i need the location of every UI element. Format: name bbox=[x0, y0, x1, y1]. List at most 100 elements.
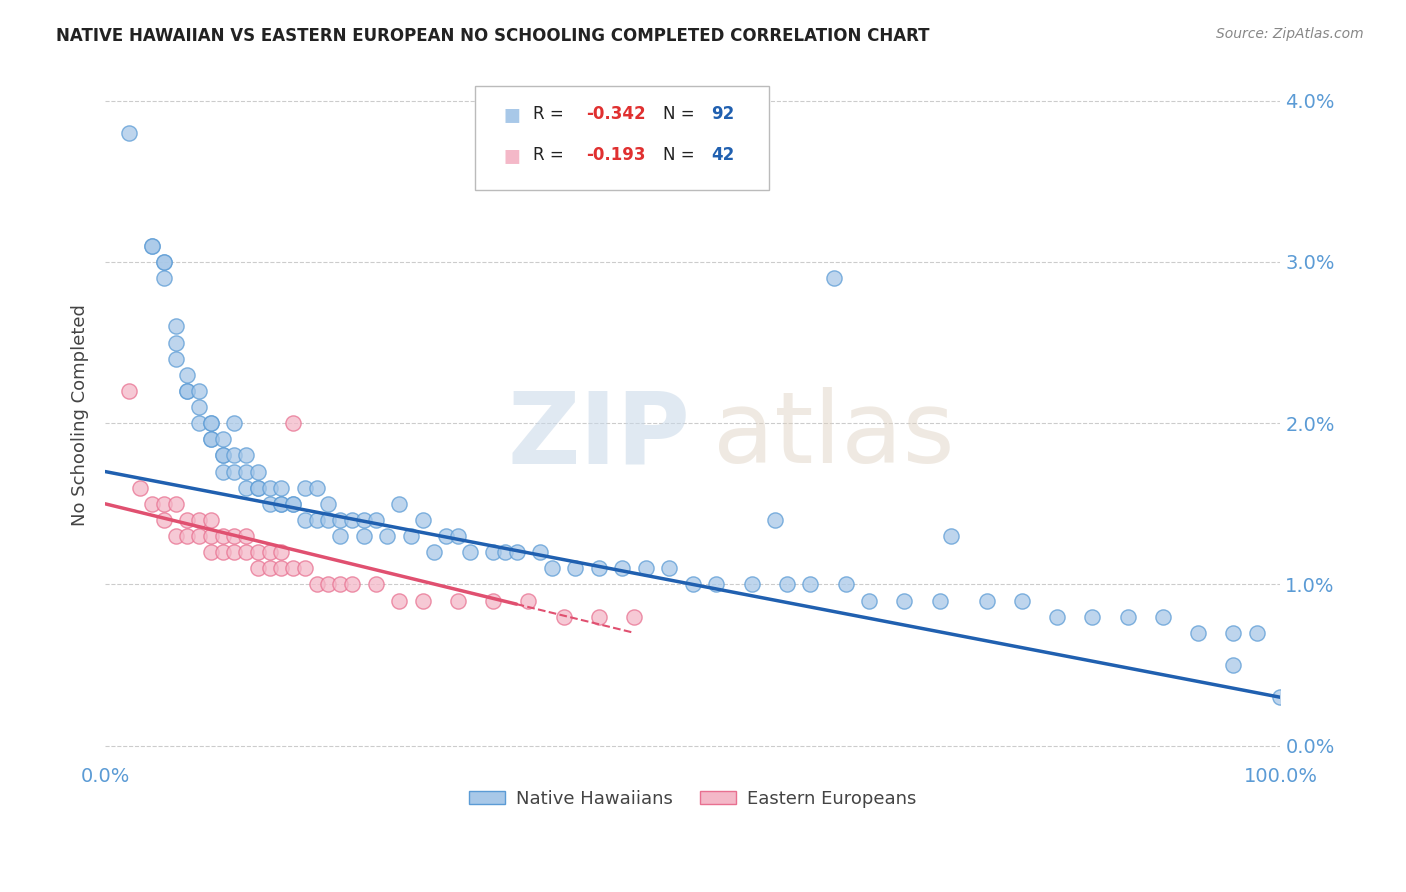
Text: 42: 42 bbox=[711, 146, 735, 164]
Point bbox=[283, 497, 305, 511]
Point bbox=[834, 577, 856, 591]
Text: 92: 92 bbox=[711, 104, 735, 122]
Point bbox=[283, 497, 305, 511]
Point bbox=[270, 481, 292, 495]
Text: N =: N = bbox=[664, 104, 700, 122]
Point bbox=[259, 497, 281, 511]
Point bbox=[434, 529, 457, 543]
Point bbox=[799, 577, 821, 591]
Point bbox=[188, 416, 211, 430]
Legend: Native Hawaiians, Eastern Europeans: Native Hawaiians, Eastern Europeans bbox=[463, 782, 924, 815]
Point bbox=[176, 368, 198, 382]
Point bbox=[823, 271, 845, 285]
Point bbox=[270, 497, 292, 511]
Point bbox=[658, 561, 681, 575]
Point bbox=[412, 513, 434, 527]
Point bbox=[176, 513, 198, 527]
Point bbox=[141, 239, 163, 253]
Point bbox=[200, 433, 222, 447]
Point bbox=[165, 497, 187, 511]
Point bbox=[540, 561, 562, 575]
Point bbox=[129, 481, 152, 495]
Text: ZIP: ZIP bbox=[508, 387, 690, 484]
Point bbox=[529, 545, 551, 559]
Text: -0.342: -0.342 bbox=[586, 104, 645, 122]
Point bbox=[224, 465, 246, 479]
Point bbox=[858, 593, 880, 607]
Point bbox=[246, 481, 269, 495]
FancyBboxPatch shape bbox=[475, 86, 769, 190]
Point bbox=[318, 497, 340, 511]
Point bbox=[588, 609, 610, 624]
Point bbox=[447, 593, 470, 607]
Point bbox=[318, 577, 340, 591]
Point bbox=[340, 513, 363, 527]
Point bbox=[623, 609, 645, 624]
Point bbox=[188, 529, 211, 543]
Text: R =: R = bbox=[533, 146, 569, 164]
Point bbox=[634, 561, 657, 575]
Point bbox=[294, 513, 316, 527]
Point bbox=[941, 529, 963, 543]
Point bbox=[200, 513, 222, 527]
Point bbox=[1222, 658, 1244, 673]
Point bbox=[682, 577, 704, 591]
Point bbox=[612, 561, 634, 575]
Point bbox=[259, 481, 281, 495]
Point bbox=[270, 561, 292, 575]
Point bbox=[165, 529, 187, 543]
Point bbox=[211, 449, 233, 463]
Point bbox=[1270, 690, 1292, 705]
Point bbox=[118, 384, 141, 398]
Point bbox=[176, 384, 198, 398]
Point bbox=[364, 513, 387, 527]
Point bbox=[235, 449, 257, 463]
Point bbox=[776, 577, 799, 591]
Text: -0.193: -0.193 bbox=[586, 146, 645, 164]
Point bbox=[153, 271, 176, 285]
Point bbox=[399, 529, 422, 543]
Point bbox=[1011, 593, 1033, 607]
Point bbox=[412, 593, 434, 607]
Point bbox=[305, 481, 328, 495]
Point bbox=[283, 416, 305, 430]
Point bbox=[893, 593, 915, 607]
Point bbox=[211, 465, 233, 479]
Text: N =: N = bbox=[664, 146, 700, 164]
Point bbox=[235, 481, 257, 495]
Point bbox=[270, 497, 292, 511]
Point bbox=[211, 545, 233, 559]
Point bbox=[482, 593, 505, 607]
Point bbox=[1116, 609, 1139, 624]
Point bbox=[246, 465, 269, 479]
Point bbox=[318, 513, 340, 527]
Point bbox=[224, 416, 246, 430]
Text: R =: R = bbox=[533, 104, 569, 122]
Point bbox=[423, 545, 446, 559]
Point bbox=[224, 449, 246, 463]
Point bbox=[517, 593, 540, 607]
Point bbox=[224, 545, 246, 559]
Point bbox=[176, 384, 198, 398]
Point bbox=[340, 577, 363, 591]
Point bbox=[1152, 609, 1174, 624]
Point bbox=[305, 577, 328, 591]
Point bbox=[246, 545, 269, 559]
Point bbox=[200, 529, 222, 543]
Point bbox=[763, 513, 786, 527]
Point bbox=[305, 513, 328, 527]
Point bbox=[588, 561, 610, 575]
Point bbox=[153, 513, 176, 527]
Point bbox=[494, 545, 516, 559]
Point bbox=[200, 433, 222, 447]
Point bbox=[447, 529, 470, 543]
Point bbox=[375, 529, 398, 543]
Point bbox=[224, 529, 246, 543]
Point bbox=[1246, 625, 1268, 640]
Point bbox=[1046, 609, 1069, 624]
Point bbox=[141, 497, 163, 511]
Point bbox=[188, 513, 211, 527]
Point bbox=[564, 561, 586, 575]
Point bbox=[211, 433, 233, 447]
Point bbox=[165, 351, 187, 366]
